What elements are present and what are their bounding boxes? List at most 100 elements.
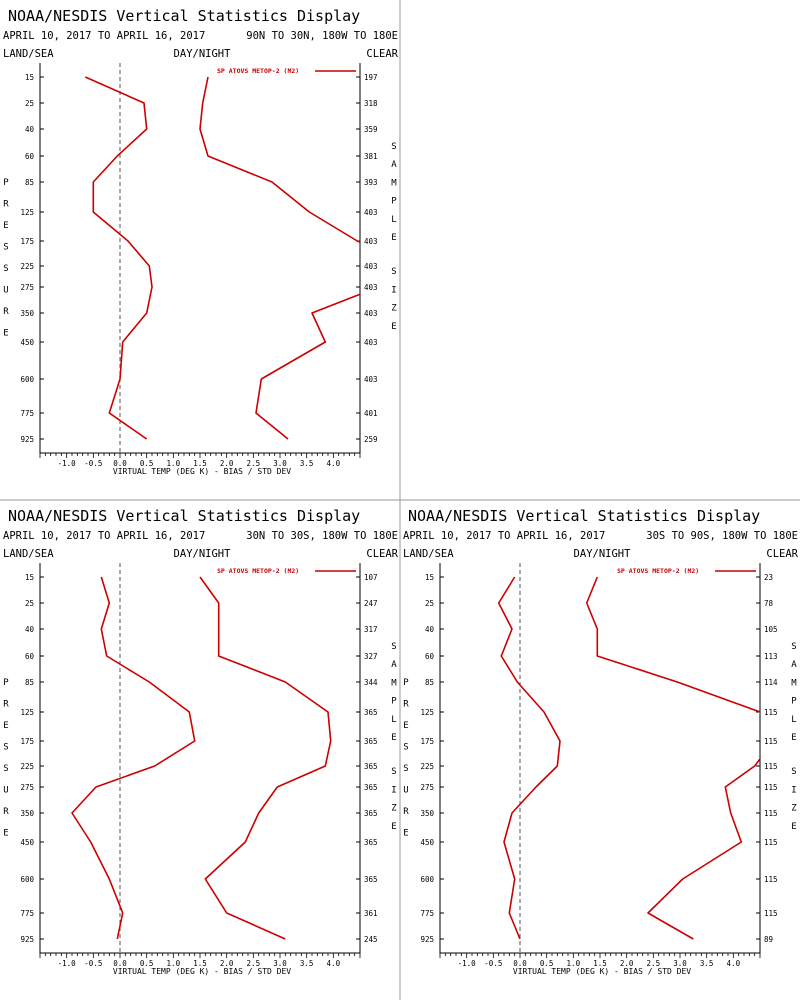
y-axis-label-letter: U (403, 786, 408, 796)
sample-size-axis-letter: M (391, 678, 397, 688)
pressure-level-label: 85 (25, 678, 34, 687)
date-range: APRIL 10, 2017 TO APRIL 16, 2017 (3, 30, 205, 42)
sample-size-label: 401 (364, 409, 378, 418)
sample-size-axis-letter: S (791, 767, 796, 777)
y-axis-label-letter: P (3, 178, 9, 188)
sample-size-axis-letter: S (391, 642, 396, 652)
legend-label: SP ATOVS METOP-2 (M2) (217, 567, 299, 575)
x-tick-label: 0.5 (540, 959, 554, 968)
sample-size-label: 365 (364, 809, 378, 818)
sample-size-axis-letter: M (791, 678, 797, 688)
pressure-level-label: 85 (25, 178, 34, 187)
x-tick-label: 1.5 (193, 959, 207, 968)
sample-size-axis-letter: A (391, 660, 397, 670)
chart-panel-1: NOAA/NESDIS Vertical Statistics Display A… (3, 7, 399, 476)
x-tick-label: 3.0 (673, 959, 687, 968)
sample-size-axis-letter: E (391, 733, 396, 743)
x-tick-label: 1.0 (567, 959, 581, 968)
x-tick-label: -1.0 (58, 459, 77, 468)
x-tick-label: 1.0 (167, 959, 181, 968)
y-axis-label-letter: E (403, 829, 408, 839)
pressure-level-label: 775 (420, 909, 434, 918)
sample-size-label: 365 (364, 708, 378, 717)
x-tick-label: 2.0 (620, 959, 634, 968)
pressure-level-label: 175 (20, 237, 34, 246)
sample-size-label: 318 (364, 99, 378, 108)
pressure-level-label: 350 (420, 809, 434, 818)
pressure-level-label: 275 (20, 283, 34, 292)
sample-size-axis-letter: S (391, 142, 396, 152)
y-axis-label-letter: S (3, 264, 8, 274)
series-line-bias (71, 576, 196, 940)
sample-size-label: 344 (364, 678, 378, 687)
x-tick-label: 4.0 (727, 959, 741, 968)
x-tick-label: 0.0 (513, 959, 527, 968)
sample-size-axis-letter: I (791, 785, 796, 795)
pressure-level-label: 450 (20, 338, 34, 347)
y-axis-label-letter: S (3, 743, 8, 753)
x-axis-label: VIRTUAL TEMP (DEG K) - BIAS / STD DEV (113, 467, 291, 476)
x-tick-label: 2.5 (247, 959, 261, 968)
sample-size-label: 247 (364, 599, 378, 608)
chart-title: NOAA/NESDIS Vertical Statistics Display (8, 7, 360, 25)
sample-size-label: 245 (364, 935, 378, 944)
pressure-level-label: 25 (25, 599, 34, 608)
pressure-level-label: 85 (425, 678, 434, 687)
sample-size-label: 78 (764, 599, 774, 608)
x-tick-label: -0.5 (84, 459, 102, 468)
pressure-level-label: 60 (25, 152, 35, 161)
sample-size-label: 365 (364, 737, 378, 746)
y-axis-label-letter: R (3, 200, 9, 210)
pressure-level-label: 600 (420, 875, 434, 884)
y-axis-label-letter: R (403, 700, 409, 710)
legend-label: SP ATOVS METOP-2 (M2) (617, 567, 699, 575)
x-tick-label: 4.0 (327, 459, 341, 468)
x-tick-label: 4.0 (327, 959, 341, 968)
sample-size-axis-letter: P (791, 697, 797, 707)
sample-size-axis-letter: S (391, 267, 396, 277)
pressure-level-label: 15 (425, 573, 434, 582)
sample-size-label: 259 (364, 435, 378, 444)
pressure-level-label: 600 (20, 875, 34, 884)
sample-size-label: 365 (364, 762, 378, 771)
y-axis-label-letter: E (3, 329, 8, 339)
sample-size-axis-letter: P (391, 197, 397, 207)
pressure-level-label: 25 (425, 599, 434, 608)
sample-size-axis-letter: I (391, 785, 396, 795)
pressure-level-label: 60 (25, 652, 35, 661)
chart-panel-2: NOAA/NESDIS Vertical Statistics Display A… (3, 507, 399, 976)
x-tick-label: 2.0 (220, 959, 234, 968)
sample-size-label: 365 (364, 838, 378, 847)
x-tick-label: 1.5 (193, 459, 207, 468)
series-line-std_dev (199, 576, 332, 940)
y-axis-label-letter: S (403, 743, 408, 753)
clear-label: CLEAR (366, 48, 398, 60)
pressure-level-label: 600 (20, 375, 34, 384)
land-sea-label: LAND/SEA (3, 548, 54, 560)
x-tick-label: -1.0 (58, 959, 77, 968)
region-label: 30S TO 90S, 180W TO 180E (646, 530, 798, 542)
y-axis-label-letter: R (3, 807, 9, 817)
pressure-level-label: 275 (20, 783, 34, 792)
sample-size-label: 403 (364, 375, 378, 384)
x-tick-label: 3.5 (700, 959, 714, 968)
x-tick-label: 0.0 (113, 959, 127, 968)
pressure-level-label: 450 (420, 838, 434, 847)
sample-size-label: 115 (764, 737, 778, 746)
y-axis-label-letter: U (3, 286, 8, 296)
plot-frame (439, 563, 761, 954)
x-tick-label: -0.5 (484, 959, 502, 968)
pressure-level-label: 125 (20, 208, 34, 217)
series-line-bias (497, 576, 561, 940)
region-label: 30N TO 30S, 180W TO 180E (246, 530, 398, 542)
pressure-level-label: 925 (20, 935, 34, 944)
pressure-level-label: 225 (420, 762, 434, 771)
sample-size-label: 115 (764, 875, 778, 884)
sample-size-label: 115 (764, 762, 778, 771)
x-tick-label: 3.0 (273, 959, 287, 968)
clear-label: CLEAR (766, 548, 798, 560)
pressure-level-label: 25 (25, 99, 34, 108)
series-line-std_dev (585, 576, 760, 940)
y-axis-label-letter: U (3, 786, 8, 796)
legend-label: SP ATOVS METOP-2 (M2) (217, 67, 299, 75)
